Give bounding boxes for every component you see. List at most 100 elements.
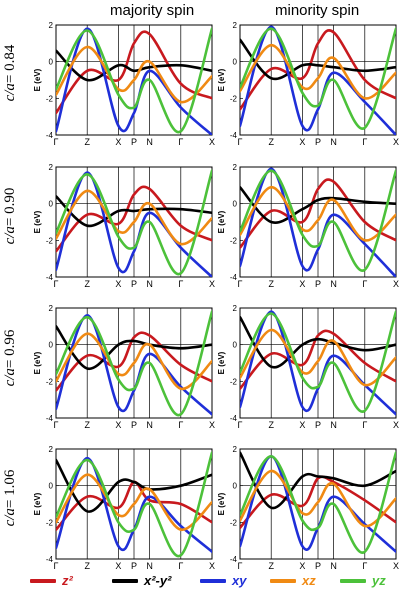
row-label-1: c/a= 0.84 — [2, 44, 18, 102]
band-line — [56, 27, 212, 134]
legend-swatch-x2y2 — [112, 578, 138, 583]
y-axis-label: E (eV) — [217, 351, 226, 374]
y-tick-label: -2 — [46, 377, 54, 386]
kpoint-label: X — [209, 279, 215, 289]
y-tick-label: 0 — [233, 482, 238, 491]
kpoint-label: X — [299, 561, 305, 571]
band-line — [240, 451, 396, 554]
legend-swatch-xz — [270, 578, 296, 583]
band-line — [56, 473, 212, 532]
kpoint-label: Z — [84, 561, 90, 571]
band-line — [240, 38, 396, 81]
y-tick-label: 0 — [49, 482, 54, 491]
kpoint-label: P — [131, 561, 137, 571]
band-line — [240, 310, 396, 413]
legend-swatch-z2 — [30, 578, 56, 583]
band-line — [56, 451, 212, 558]
y-tick-label: 2 — [49, 163, 54, 172]
band-line — [56, 458, 212, 513]
kpoint-label: Γ — [54, 137, 59, 147]
band-line — [56, 185, 212, 253]
y-tick-label: -4 — [46, 555, 54, 564]
legend-item-x2y2: x²-y² — [112, 573, 171, 588]
y-axis-label: E (eV) — [217, 210, 226, 233]
kpoint-label: N — [330, 420, 337, 430]
y-axis-label: E (eV) — [33, 68, 42, 91]
band-line — [240, 185, 396, 224]
kpoint-label: X — [299, 279, 305, 289]
band-line — [240, 451, 396, 510]
y-tick-label: 0 — [233, 341, 238, 350]
band-line — [240, 178, 396, 249]
band-line — [56, 195, 212, 228]
legend-swatch-xy — [200, 578, 226, 583]
kpoint-label: N — [146, 279, 153, 289]
kpoint-label: X — [209, 420, 215, 430]
kpoint-label: Z — [84, 420, 90, 430]
band-line — [240, 329, 396, 390]
legend-swatch-yz — [340, 578, 366, 583]
kpoint-label: N — [330, 279, 337, 289]
legend-label-yz: yz — [372, 573, 386, 588]
band-line — [56, 331, 212, 392]
band-line — [56, 189, 212, 246]
y-tick-label: 2 — [233, 21, 238, 30]
kpoint-label: P — [131, 137, 137, 147]
legend-label-xy: xy — [232, 573, 247, 588]
kpoint-label: Γ — [362, 137, 367, 147]
kpoint-label: Z — [268, 420, 274, 430]
y-tick-label: -4 — [230, 273, 238, 282]
y-axis-label: E (eV) — [217, 68, 226, 91]
y-tick-label: 2 — [233, 163, 238, 172]
y-tick-label: -2 — [230, 236, 238, 245]
kpoint-label: P — [131, 279, 137, 289]
kpoint-label: Γ — [362, 279, 367, 289]
y-tick-label: 0 — [233, 58, 238, 67]
kpoint-label: N — [330, 561, 337, 571]
kpoint-label: Z — [84, 137, 90, 147]
kpoint-label: X — [115, 137, 121, 147]
y-tick-label: -4 — [46, 414, 54, 423]
band-line — [56, 169, 212, 276]
kpoint-label: X — [115, 279, 121, 289]
band-line — [240, 185, 396, 242]
kpoint-label: Γ — [238, 561, 243, 571]
column-title-majority: majority spin — [110, 2, 195, 19]
kpoint-label: N — [330, 137, 337, 147]
y-tick-label: -2 — [46, 94, 54, 103]
y-tick-label: 0 — [49, 341, 54, 350]
kpoint-label: X — [393, 561, 399, 571]
kpoint-label: X — [115, 561, 121, 571]
band-line — [240, 315, 396, 369]
band-line — [56, 45, 212, 104]
orbital-legend: z² x²-y² xy xz yz — [0, 570, 415, 596]
kpoint-label: N — [146, 137, 153, 147]
legend-item-z2: z² — [30, 573, 73, 588]
legend-item-yz: yz — [340, 573, 386, 588]
y-tick-label: 2 — [49, 21, 54, 30]
kpoint-label: Γ — [178, 420, 183, 430]
kpoint-label: Γ — [238, 279, 243, 289]
legend-item-xy: xy — [200, 573, 246, 588]
band-line — [56, 30, 212, 115]
legend-label-x2y2: x²-y² — [144, 573, 172, 588]
kpoint-label: Z — [84, 279, 90, 289]
kpoint-label: X — [299, 137, 305, 147]
y-tick-label: -2 — [46, 236, 54, 245]
kpoint-label: P — [315, 279, 321, 289]
y-axis-label: E (eV) — [33, 492, 42, 515]
kpoint-label: X — [209, 561, 215, 571]
kpoint-label: Γ — [238, 137, 243, 147]
kpoint-label: Γ — [238, 420, 243, 430]
kpoint-label: Γ — [362, 420, 367, 430]
kpoint-label: P — [315, 137, 321, 147]
row-label-4: c/a= 1.06 — [2, 469, 18, 527]
y-axis-label: E (eV) — [33, 210, 42, 233]
row-label-3: c/a= 0.96 — [2, 329, 18, 387]
band-line — [240, 169, 396, 272]
kpoint-label: Γ — [178, 279, 183, 289]
